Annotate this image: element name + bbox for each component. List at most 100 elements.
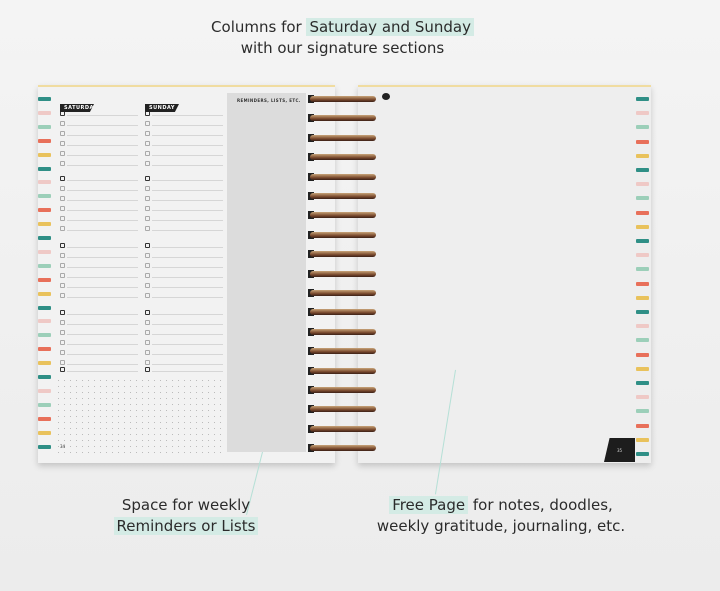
grid-dot — [118, 452, 119, 453]
free-page-caption-rest: for notes, doodles, — [468, 496, 613, 514]
grid-dot — [148, 410, 149, 411]
grid-dot — [82, 380, 83, 381]
grid-dot — [58, 404, 59, 405]
grid-dot — [214, 404, 215, 405]
checkbox — [145, 340, 150, 345]
color-tab — [38, 194, 51, 199]
grid-dot — [76, 404, 77, 405]
checkbox — [60, 360, 65, 365]
grid-dot — [154, 452, 155, 453]
grid-dot — [196, 380, 197, 381]
grid-dot — [94, 440, 95, 441]
spiral-coil — [310, 96, 376, 102]
grid-dot — [76, 416, 77, 417]
writing-line — [152, 297, 223, 298]
grid-dot — [166, 452, 167, 453]
color-tab — [38, 291, 51, 296]
writing-line — [152, 155, 223, 156]
writing-line — [67, 165, 138, 166]
spiral-coil — [310, 290, 376, 296]
checkbox — [60, 141, 65, 146]
grid-dot — [172, 404, 173, 405]
grid-dot — [148, 398, 149, 399]
color-tab — [38, 388, 51, 393]
grid-dot — [214, 416, 215, 417]
grid-dot — [100, 434, 101, 435]
reminders-caption-highlight: Reminders or Lists — [113, 517, 259, 535]
color-tab — [636, 366, 649, 371]
grid-dot — [154, 416, 155, 417]
grid-dot — [214, 398, 215, 399]
checkbox — [145, 121, 150, 126]
grid-dot — [100, 440, 101, 441]
grid-dot — [106, 452, 107, 453]
grid-dot — [160, 434, 161, 435]
writing-line — [67, 210, 138, 211]
grid-dot — [142, 434, 143, 435]
grid-dot — [172, 416, 173, 417]
grid-dot — [118, 440, 119, 441]
grid-dot — [178, 452, 179, 453]
grid-dot — [178, 440, 179, 441]
section-icon — [145, 243, 150, 248]
grid-dot — [70, 380, 71, 381]
grid-dot — [220, 416, 221, 417]
grid-dot — [136, 416, 137, 417]
checkbox — [60, 121, 65, 126]
spiral-coil — [310, 154, 376, 161]
grid-dot — [208, 392, 209, 393]
grid-dot — [166, 398, 167, 399]
grid-dot — [172, 380, 173, 381]
grid-dot — [196, 410, 197, 411]
grid-dot — [70, 398, 71, 399]
spiral-coil — [310, 270, 376, 277]
grid-dot — [130, 452, 131, 453]
grid-dot — [172, 452, 173, 453]
grid-dot — [100, 380, 101, 381]
color-tab — [38, 277, 51, 282]
grid-dot — [112, 386, 113, 387]
grid-dot — [214, 452, 215, 453]
section-icon — [145, 310, 150, 315]
grid-dot — [202, 404, 203, 405]
grid-dot — [190, 440, 191, 441]
grid-dot — [124, 386, 125, 387]
grid-dot — [58, 386, 59, 387]
grid-dot — [208, 416, 209, 417]
color-tab — [636, 352, 649, 357]
checkbox — [60, 293, 65, 298]
writing-line — [67, 334, 138, 335]
section-icon — [145, 176, 150, 181]
grid-dot — [76, 452, 77, 453]
grid-dot — [148, 380, 149, 381]
writing-line — [67, 297, 138, 298]
grid-dot — [208, 422, 209, 423]
grid-dot — [190, 398, 191, 399]
grid-dot — [166, 380, 167, 381]
grid-dot — [112, 398, 113, 399]
writing-line — [67, 324, 138, 325]
writing-line — [152, 364, 223, 365]
checkbox — [60, 151, 65, 156]
page-number-right: 35 — [604, 438, 635, 462]
grid-dot — [112, 452, 113, 453]
grid-dot — [148, 452, 149, 453]
checkbox — [60, 226, 65, 231]
grid-dot — [196, 404, 197, 405]
reminders-label: REMINDERS, LISTS, ETC. — [237, 98, 301, 103]
grid-dot — [202, 386, 203, 387]
grid-dot — [154, 422, 155, 423]
color-tab — [636, 139, 649, 144]
grid-dot — [178, 416, 179, 417]
writing-line — [152, 267, 223, 268]
grid-dot — [196, 446, 197, 447]
grid-dot — [118, 434, 119, 435]
grid-dot — [178, 392, 179, 393]
grid-dot — [142, 452, 143, 453]
grid-dot — [190, 446, 191, 447]
checkbox — [60, 131, 65, 136]
grid-dot — [184, 416, 185, 417]
color-tab — [636, 224, 649, 229]
grid-dot — [94, 446, 95, 447]
writing-line — [152, 334, 223, 335]
